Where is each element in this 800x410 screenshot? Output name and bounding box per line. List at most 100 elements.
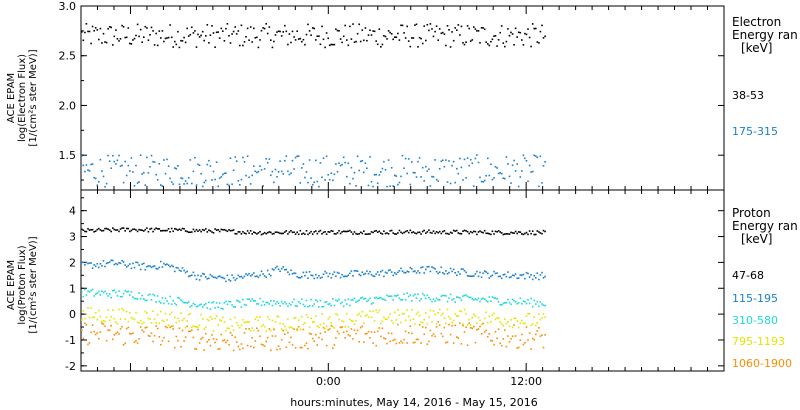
proton-legend-1060-1900: 1060-1900 <box>732 357 792 370</box>
proton-data-point <box>428 296 430 299</box>
electron-data-point <box>438 168 441 170</box>
proton-data-point <box>372 342 374 344</box>
electron-data-point <box>335 163 337 165</box>
electron-data-point <box>163 40 165 43</box>
proton-data-point <box>425 312 427 314</box>
proton-data-point <box>180 312 182 314</box>
proton-data-point <box>155 301 157 303</box>
electron-data-point <box>476 30 478 32</box>
proton-data-point <box>82 295 85 298</box>
proton-data-point <box>273 328 275 331</box>
proton-data-point <box>456 296 458 298</box>
proton-data-point <box>263 345 266 347</box>
proton-data-point <box>516 303 518 305</box>
proton-data-point <box>186 270 188 273</box>
proton-data-point <box>392 322 394 324</box>
proton-data-point <box>284 231 286 233</box>
proton-data-point <box>163 336 165 339</box>
proton-data-point <box>364 315 367 317</box>
proton-data-point <box>209 273 212 276</box>
proton-data-point <box>487 232 489 235</box>
proton-data-point <box>344 299 346 301</box>
electron-data-point <box>404 157 407 160</box>
proton-data-point <box>383 275 385 278</box>
proton-data-point <box>186 230 188 233</box>
electron-data-point <box>418 157 421 159</box>
proton-data-point <box>401 342 404 344</box>
electron-data-point <box>232 169 235 171</box>
electron-data-point <box>414 24 416 26</box>
proton-data-point <box>101 322 103 325</box>
electron-data-point <box>284 159 286 162</box>
electron-data-point <box>105 41 108 44</box>
proton-data-point <box>259 274 261 277</box>
electron-data-point <box>133 185 136 187</box>
proton-data-point <box>270 349 272 351</box>
proton-data-point <box>544 316 546 318</box>
proton-data-point <box>466 275 469 277</box>
electron-data-point <box>321 25 323 28</box>
proton-data-point <box>341 231 343 233</box>
proton-data-point <box>214 341 216 344</box>
proton-data-point <box>90 331 92 334</box>
proton-data-point <box>181 319 184 321</box>
proton-data-point <box>477 316 480 319</box>
proton-data-point <box>521 319 523 322</box>
proton-data-point <box>112 338 114 341</box>
proton-data-point <box>474 341 477 344</box>
proton-data-point <box>316 344 319 346</box>
proton-data-point <box>118 262 120 264</box>
electron-data-point <box>273 40 275 43</box>
proton-data-point <box>390 271 393 273</box>
proton-data-point <box>542 346 545 349</box>
proton-data-point <box>232 276 235 279</box>
electron-data-point <box>401 154 404 157</box>
proton-data-point <box>239 301 241 303</box>
electron-data-point <box>342 35 345 38</box>
electron-data-point <box>296 30 298 32</box>
proton-data-point <box>426 266 429 268</box>
proton-data-point <box>517 231 520 233</box>
proton-data-point <box>313 340 315 342</box>
proton-data-point <box>521 303 523 305</box>
proton-data-point <box>488 277 491 279</box>
proton-data-point <box>279 232 281 235</box>
proton-data-point <box>172 299 174 302</box>
proton-data-point <box>98 227 100 230</box>
proton-data-point <box>149 228 151 230</box>
electron-data-point <box>356 32 359 35</box>
proton-data-point <box>471 231 474 234</box>
proton-data-point <box>429 298 432 301</box>
electron-data-point <box>98 180 100 183</box>
proton-data-point <box>253 231 255 233</box>
electron-data-point <box>192 32 195 34</box>
proton-data-point <box>155 322 157 324</box>
electron-data-point <box>480 180 483 183</box>
proton-data-point <box>90 262 92 264</box>
proton-data-point <box>485 329 487 332</box>
electron-data-point <box>274 168 277 171</box>
electron-data-point <box>480 27 483 29</box>
proton-data-point <box>500 277 503 280</box>
electron-data-point <box>214 178 216 181</box>
electron-data-point <box>149 166 151 168</box>
proton-data-point <box>359 315 362 318</box>
electron-data-point <box>115 29 117 31</box>
proton-data-point <box>291 327 294 329</box>
proton-data-point <box>93 264 95 266</box>
proton-data-point <box>84 317 86 320</box>
proton-data-point <box>287 233 289 235</box>
electron-data-point <box>369 156 371 158</box>
proton-data-point <box>284 301 286 303</box>
electron-data-point <box>240 24 243 27</box>
proton-data-point <box>321 233 323 235</box>
proton-data-point <box>212 301 215 303</box>
proton-data-point <box>477 328 480 330</box>
proton-data-point <box>248 328 250 330</box>
proton-data-point <box>122 344 125 346</box>
proton-data-point <box>350 320 353 322</box>
electron-data-point <box>488 174 491 177</box>
electron-data-point <box>82 164 85 167</box>
proton-data-point <box>394 311 396 314</box>
electron-data-point <box>328 178 331 181</box>
